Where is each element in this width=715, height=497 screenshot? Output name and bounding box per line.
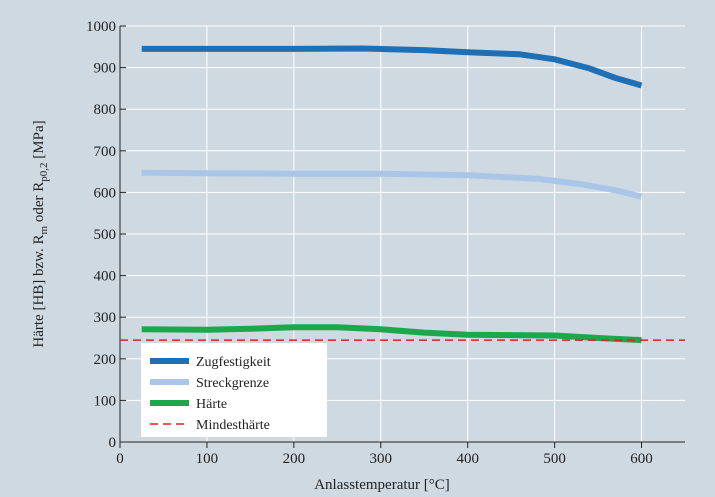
y-tick-label: 500 — [94, 227, 117, 243]
y-tick-label: 900 — [94, 61, 117, 77]
y-tick-label: 600 — [94, 185, 117, 201]
series-line-zugfestigkeit — [141, 45, 643, 89]
y-axis-title-part: p0,2 — [38, 162, 50, 181]
x-tick-label: 0 — [116, 451, 124, 467]
y-axis-title-part: m — [38, 225, 50, 234]
legend-label: Streckgrenze — [196, 376, 269, 391]
y-tick-label: 800 — [94, 102, 117, 118]
legend: Zugfestigkeit Streckgrenze Härte Mindesthär… — [141, 343, 327, 437]
x-tick-label: 300 — [370, 451, 393, 467]
x-tick-label: 400 — [456, 451, 479, 467]
y-tick-label: 300 — [94, 310, 117, 326]
x-tick-label: 200 — [283, 451, 306, 467]
y-axis-title-part: Härte [HB] bzw. R — [31, 234, 47, 347]
y-axis-title-part: oder R — [31, 182, 47, 226]
y-tick-label: 100 — [94, 393, 117, 409]
series-line-streckgrenze — [141, 169, 643, 200]
x-tick-label: 500 — [543, 451, 566, 467]
y-tick-label: 400 — [94, 269, 117, 285]
y-tick-label: 0 — [109, 435, 117, 451]
x-tick-label: 100 — [196, 451, 219, 467]
x-tick-label: 600 — [630, 451, 653, 467]
y-axis-title: Härte [HB] bzw. Rm oder Rp0,2 [MPa] — [31, 120, 50, 347]
x-axis-title: Anlasstemperatur [°C] — [314, 477, 450, 493]
y-axis-title-part: [MPa] — [31, 120, 47, 162]
y-tick-label: 700 — [94, 144, 117, 160]
legend-label: Zugfestigkeit — [196, 355, 271, 370]
axes — [119, 25, 685, 448]
tick-labels: 0 100 200 300 400 500 600 700 800 900 1000 0 100 200 3… — [86, 19, 653, 467]
legend-label: Härte — [196, 397, 227, 412]
series-line-härte — [141, 324, 642, 344]
series-lines — [120, 45, 685, 344]
y-tick-label: 200 — [94, 352, 117, 368]
legend-label: Mindesthärte — [196, 418, 270, 433]
y-tick-label: 1000 — [86, 19, 116, 35]
